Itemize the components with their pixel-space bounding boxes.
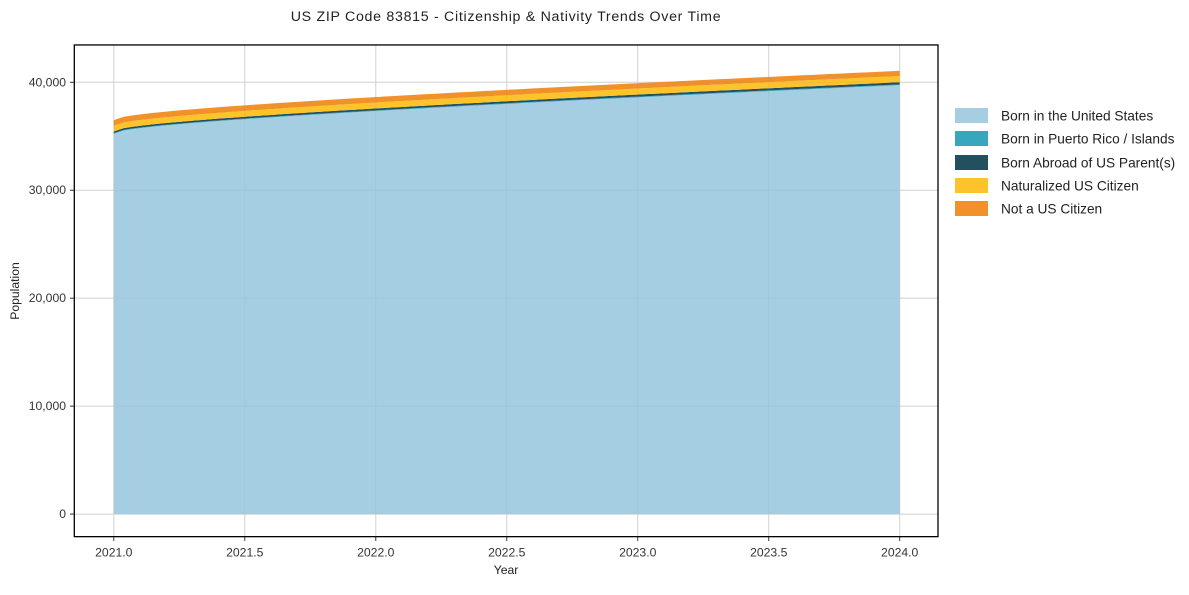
svg-text:Year: Year [494, 563, 519, 577]
svg-text:30,000: 30,000 [29, 183, 66, 197]
svg-text:Born Abroad of US Parent(s): Born Abroad of US Parent(s) [1001, 156, 1175, 171]
svg-text:2022.0: 2022.0 [357, 545, 394, 559]
svg-text:Naturalized US Citizen: Naturalized US Citizen [1001, 179, 1139, 194]
svg-text:Not a US Citizen: Not a US Citizen [1001, 202, 1102, 217]
svg-text:Population: Population [8, 262, 22, 320]
svg-text:2023.0: 2023.0 [619, 545, 656, 559]
svg-text:2022.5: 2022.5 [488, 545, 525, 559]
svg-text:40,000: 40,000 [29, 75, 66, 89]
svg-text:20,000: 20,000 [29, 291, 66, 305]
svg-text:2023.5: 2023.5 [750, 545, 787, 559]
svg-text:2021.5: 2021.5 [226, 545, 263, 559]
svg-text:2021.0: 2021.0 [95, 545, 132, 559]
svg-text:Born in the United States: Born in the United States [1001, 109, 1153, 124]
svg-text:10,000: 10,000 [29, 399, 66, 413]
svg-text:Born in Puerto Rico / Islands: Born in Puerto Rico / Islands [1001, 132, 1175, 147]
svg-text:0: 0 [59, 507, 66, 521]
svg-text:2024.0: 2024.0 [881, 545, 918, 559]
